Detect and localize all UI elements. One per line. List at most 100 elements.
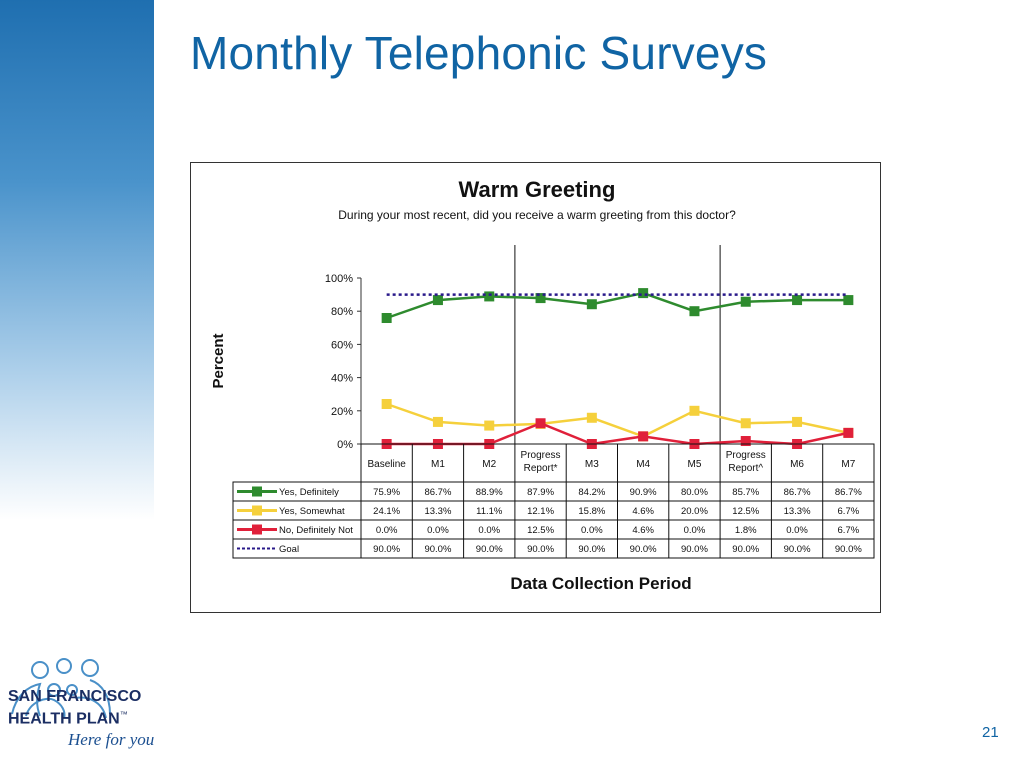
chart-frame: Warm Greeting During your most recent, di…: [190, 162, 881, 613]
series-point-0: [792, 295, 803, 306]
data-label: 0.0%: [478, 525, 500, 536]
x-category-label: M1: [431, 459, 445, 470]
data-label: 11.1%: [476, 506, 503, 517]
data-label: 90.0%: [732, 544, 759, 555]
series-point-0: [740, 296, 751, 307]
data-label: 90.0%: [578, 544, 605, 555]
x-axis-label: Data Collection Period: [510, 574, 691, 593]
series-point-2: [638, 431, 649, 442]
legend-swatch-marker-2: [252, 524, 262, 535]
logo-tagline: Here for you: [68, 730, 155, 749]
legend-swatch-marker-0: [252, 486, 262, 497]
x-category-label: Report*: [524, 463, 558, 474]
data-label: 87.9%: [527, 487, 554, 498]
data-label: 1.8%: [735, 525, 757, 536]
data-label: 90.0%: [476, 544, 503, 555]
chart-title: Warm Greeting: [459, 177, 616, 202]
x-category-label: Baseline: [367, 459, 406, 470]
y-tick-label: 100%: [325, 273, 353, 285]
data-label: 86.7%: [424, 487, 451, 498]
series-point-1: [484, 420, 495, 431]
series-point-2: [843, 427, 854, 438]
data-label: 6.7%: [838, 525, 860, 536]
y-axis-label: Percent: [210, 333, 227, 388]
side-gradient-bar: [0, 0, 154, 520]
data-label: 12.5%: [732, 506, 759, 517]
data-label: 20.0%: [681, 506, 708, 517]
data-label: 90.0%: [784, 544, 811, 555]
series-point-1: [740, 418, 751, 429]
data-label: 90.0%: [630, 544, 657, 555]
logo-line-2: HEALTH PLAN™: [8, 706, 141, 728]
data-label: 24.1%: [373, 506, 400, 517]
data-label: 88.9%: [476, 487, 503, 498]
series-point-1: [432, 416, 443, 427]
data-label: 86.7%: [835, 487, 862, 498]
series-point-2: [740, 436, 751, 447]
series-point-1: [586, 412, 597, 423]
x-category-label: Progress: [726, 450, 766, 461]
warm-greeting-chart: Warm Greeting During your most recent, di…: [210, 177, 875, 593]
series-point-1: [381, 398, 392, 409]
data-label: 6.7%: [838, 506, 860, 517]
trademark-mark: ™: [119, 710, 128, 719]
logo-line-1: SAN FRANCISCO: [8, 688, 142, 705]
data-label: 90.9%: [630, 487, 657, 498]
legend-label: Goal: [279, 544, 299, 555]
legend-swatch-marker-1: [252, 505, 262, 516]
x-category-label: M4: [636, 459, 650, 470]
legend-label: No, Definitely Not: [279, 525, 353, 536]
data-label: 0.0%: [786, 525, 808, 536]
logo-wordmark: SAN FRANCISCO HEALTH PLAN™: [8, 688, 141, 728]
y-tick-label: 20%: [331, 406, 353, 418]
chart-subtitle: During your most recent, did you receive…: [338, 208, 736, 222]
series-point-0: [586, 299, 597, 310]
series-point-0: [484, 291, 495, 302]
data-label: 13.3%: [424, 506, 451, 517]
data-label: 75.9%: [373, 487, 400, 498]
logo-line-2-text: HEALTH PLAN: [8, 710, 120, 728]
data-label: 0.0%: [376, 525, 398, 536]
page-number: 21: [982, 724, 999, 741]
data-label: 90.0%: [373, 544, 400, 555]
data-label: 86.7%: [784, 487, 811, 498]
data-label: 80.0%: [681, 487, 708, 498]
data-label: 15.8%: [578, 506, 605, 517]
x-category-label: M2: [482, 459, 496, 470]
x-category-label: M5: [687, 459, 701, 470]
data-label: 4.6%: [632, 506, 654, 517]
series-point-2: [535, 418, 546, 429]
slide-title: Monthly Telephonic Surveys: [190, 27, 768, 79]
series-point-0: [381, 313, 392, 324]
legend-label: Yes, Somewhat: [279, 506, 345, 517]
series-point-0: [689, 306, 700, 317]
data-label: 13.3%: [784, 506, 811, 517]
data-label: 90.0%: [681, 544, 708, 555]
data-label: 84.2%: [578, 487, 605, 498]
data-label: 0.0%: [684, 525, 706, 536]
y-tick-label: 0%: [337, 439, 353, 451]
family-logo-icon: [11, 658, 111, 719]
series-line-0: [386, 291, 849, 320]
series-point-0: [638, 288, 649, 299]
y-tick-label: 40%: [331, 373, 353, 385]
x-category-label: M6: [790, 459, 804, 470]
data-label: 4.6%: [632, 525, 654, 536]
data-label: 90.0%: [835, 544, 862, 555]
x-category-label: Progress: [521, 450, 561, 461]
series-point-0: [843, 295, 854, 306]
data-label: 12.5%: [527, 525, 554, 536]
series-point-1: [792, 416, 803, 427]
series-point-1: [689, 405, 700, 416]
x-category-label: Report^: [728, 463, 763, 474]
legend-label: Yes, Definitely: [279, 487, 339, 498]
data-label: 85.7%: [732, 487, 759, 498]
x-category-label: M3: [585, 459, 599, 470]
data-label: 12.1%: [527, 506, 554, 517]
series-point-0: [535, 293, 546, 304]
data-label: 90.0%: [424, 544, 451, 555]
data-label: 0.0%: [581, 525, 603, 536]
y-tick-label: 60%: [331, 339, 353, 351]
data-label: 0.0%: [427, 525, 449, 536]
series-point-0: [432, 295, 443, 306]
